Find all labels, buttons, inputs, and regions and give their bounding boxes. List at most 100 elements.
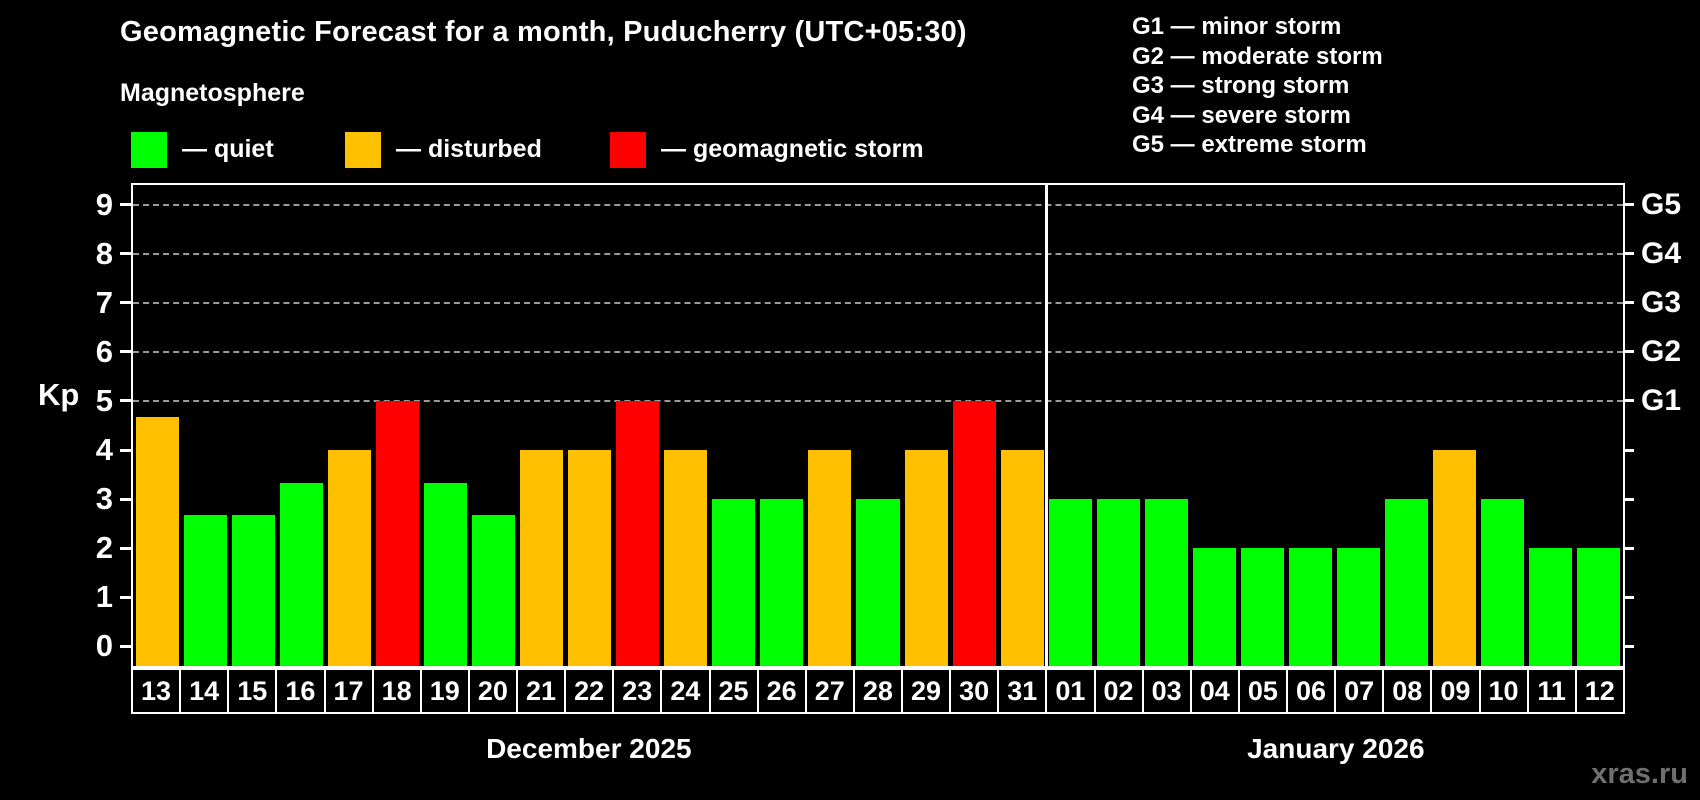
day-cell-29: 29 xyxy=(901,668,952,714)
storm-legend-line-2: G2 — moderate storm xyxy=(1132,42,1383,70)
y-tick-label-7: 7 xyxy=(95,284,113,320)
bar-day-19 xyxy=(423,482,467,666)
day-cell-05: 05 xyxy=(1237,668,1288,714)
day-cell-15: 15 xyxy=(227,668,278,714)
y-tick-label-4: 4 xyxy=(95,432,113,468)
day-cell-31: 31 xyxy=(997,668,1048,714)
bar-day-21 xyxy=(520,450,564,666)
storm-legend-line-5: G5 — extreme storm xyxy=(1132,131,1367,158)
y-tick-label-5: 5 xyxy=(95,382,113,418)
legend-label-storm: — geomagnetic storm xyxy=(661,135,924,163)
right-tick-0 xyxy=(1623,644,1634,648)
storm-legend-line-1: G1 — minor storm xyxy=(1132,13,1342,40)
gridline-kp-6 xyxy=(133,350,1623,353)
g-tick-label-G4: G4 xyxy=(1641,236,1682,270)
day-cell-26: 26 xyxy=(756,668,807,714)
bar-day-08 xyxy=(1385,499,1429,666)
right-tick-5 xyxy=(1623,399,1634,403)
left-tick-5 xyxy=(120,399,131,403)
legend-item-disturbed: — disturbed xyxy=(345,131,542,168)
storm-legend-line-4: G4 — severe storm xyxy=(1132,101,1351,129)
left-tick-8 xyxy=(120,252,131,256)
day-cell-04: 04 xyxy=(1189,668,1240,714)
bar-day-03 xyxy=(1144,499,1188,666)
bar-day-20 xyxy=(471,515,515,666)
kp-bar-chart-plot-area: 0 1 2 3 4 5 6 7 8 9 G1 G2 G3 G4 G5 xyxy=(96,183,1681,668)
month-separator-line xyxy=(1044,185,1048,666)
day-cell-14: 14 xyxy=(179,668,230,714)
legend-label-quiet: — quiet xyxy=(182,135,274,163)
day-cell-30: 30 xyxy=(949,668,1000,714)
subtitle-magnetosphere: Magnetosphere xyxy=(120,79,305,107)
gridline-kp-7 xyxy=(133,301,1623,304)
day-cell-23: 23 xyxy=(612,668,663,714)
bar-day-15 xyxy=(231,515,275,666)
left-tick-6 xyxy=(120,350,131,354)
legend-swatch-storm xyxy=(610,131,646,168)
right-tick-2 xyxy=(1623,546,1634,550)
left-tick-7 xyxy=(120,301,131,305)
bar-day-04 xyxy=(1192,548,1236,666)
day-cell-11: 11 xyxy=(1526,668,1577,714)
gridline-kp-9 xyxy=(133,203,1623,206)
right-tick-8 xyxy=(1623,252,1634,256)
legend-swatch-disturbed xyxy=(345,131,381,168)
gridline-kp-5 xyxy=(133,399,1623,402)
day-cell-10: 10 xyxy=(1478,668,1529,714)
legend-item-quiet: — quiet xyxy=(131,131,274,168)
day-cell-08: 08 xyxy=(1382,668,1433,714)
bar-day-22 xyxy=(568,450,612,666)
day-cell-16: 16 xyxy=(275,668,326,714)
day-cell-21: 21 xyxy=(516,668,567,714)
bar-day-25 xyxy=(712,499,756,666)
g-tick-label-G1: G1 xyxy=(1641,383,1682,417)
bar-day-30 xyxy=(952,400,996,666)
day-cell-01: 01 xyxy=(1045,668,1096,714)
day-cell-22: 22 xyxy=(564,668,615,714)
bar-day-05 xyxy=(1240,548,1285,666)
bar-day-27 xyxy=(808,450,852,666)
y-tick-label-2: 2 xyxy=(95,530,113,566)
bar-day-29 xyxy=(904,450,948,666)
month-label-1: December 2025 xyxy=(486,733,692,764)
right-tick-1 xyxy=(1623,595,1634,599)
month-label-2: January 2026 xyxy=(1247,733,1425,764)
bar-day-07 xyxy=(1337,548,1381,666)
left-tick-0 xyxy=(120,644,131,648)
g-tick-label-G2: G2 xyxy=(1641,334,1682,368)
bar-day-13 xyxy=(135,417,179,666)
left-tick-9 xyxy=(120,203,131,207)
day-cell-28: 28 xyxy=(852,668,903,714)
day-cell-02: 02 xyxy=(1093,668,1144,714)
bar-day-10 xyxy=(1481,499,1525,666)
bar-day-24 xyxy=(664,450,708,666)
y-tick-label-6: 6 xyxy=(95,333,113,369)
day-cell-20: 20 xyxy=(467,668,518,714)
bar-day-02 xyxy=(1096,499,1140,666)
legend-swatch-quiet xyxy=(131,131,167,168)
y-axis-title: Kp xyxy=(38,377,80,412)
day-cell-24: 24 xyxy=(660,668,711,714)
day-cell-13: 13 xyxy=(131,668,182,714)
right-tick-3 xyxy=(1623,497,1634,501)
bar-day-11 xyxy=(1529,548,1573,666)
day-cell-07: 07 xyxy=(1334,668,1385,714)
left-tick-3 xyxy=(120,497,131,501)
y-tick-label-1: 1 xyxy=(95,579,113,615)
y-tick-label-9: 9 xyxy=(95,186,113,222)
y-tick-label-3: 3 xyxy=(95,481,113,517)
bar-day-28 xyxy=(856,499,900,666)
day-cell-27: 27 xyxy=(804,668,855,714)
bar-day-26 xyxy=(760,499,804,666)
g-scale-legend: G1 — minor storm G2 — moderate storm G3 — … xyxy=(1132,12,1383,160)
bar-day-12 xyxy=(1577,548,1621,666)
day-cell-03: 03 xyxy=(1141,668,1192,714)
day-axis-row: 13 14 15 16 17 18 19 20 21 22 23 24 25 26 27 28 29 30 31 01… xyxy=(131,668,1625,714)
watermark: xras.ru xyxy=(1591,758,1688,790)
left-tick-2 xyxy=(120,546,131,550)
bar-day-01 xyxy=(1048,499,1092,666)
legend-item-storm: — geomagnetic storm xyxy=(610,131,924,168)
bar-day-31 xyxy=(1000,450,1044,666)
right-tick-4 xyxy=(1623,448,1634,452)
bar-day-18 xyxy=(375,400,419,666)
